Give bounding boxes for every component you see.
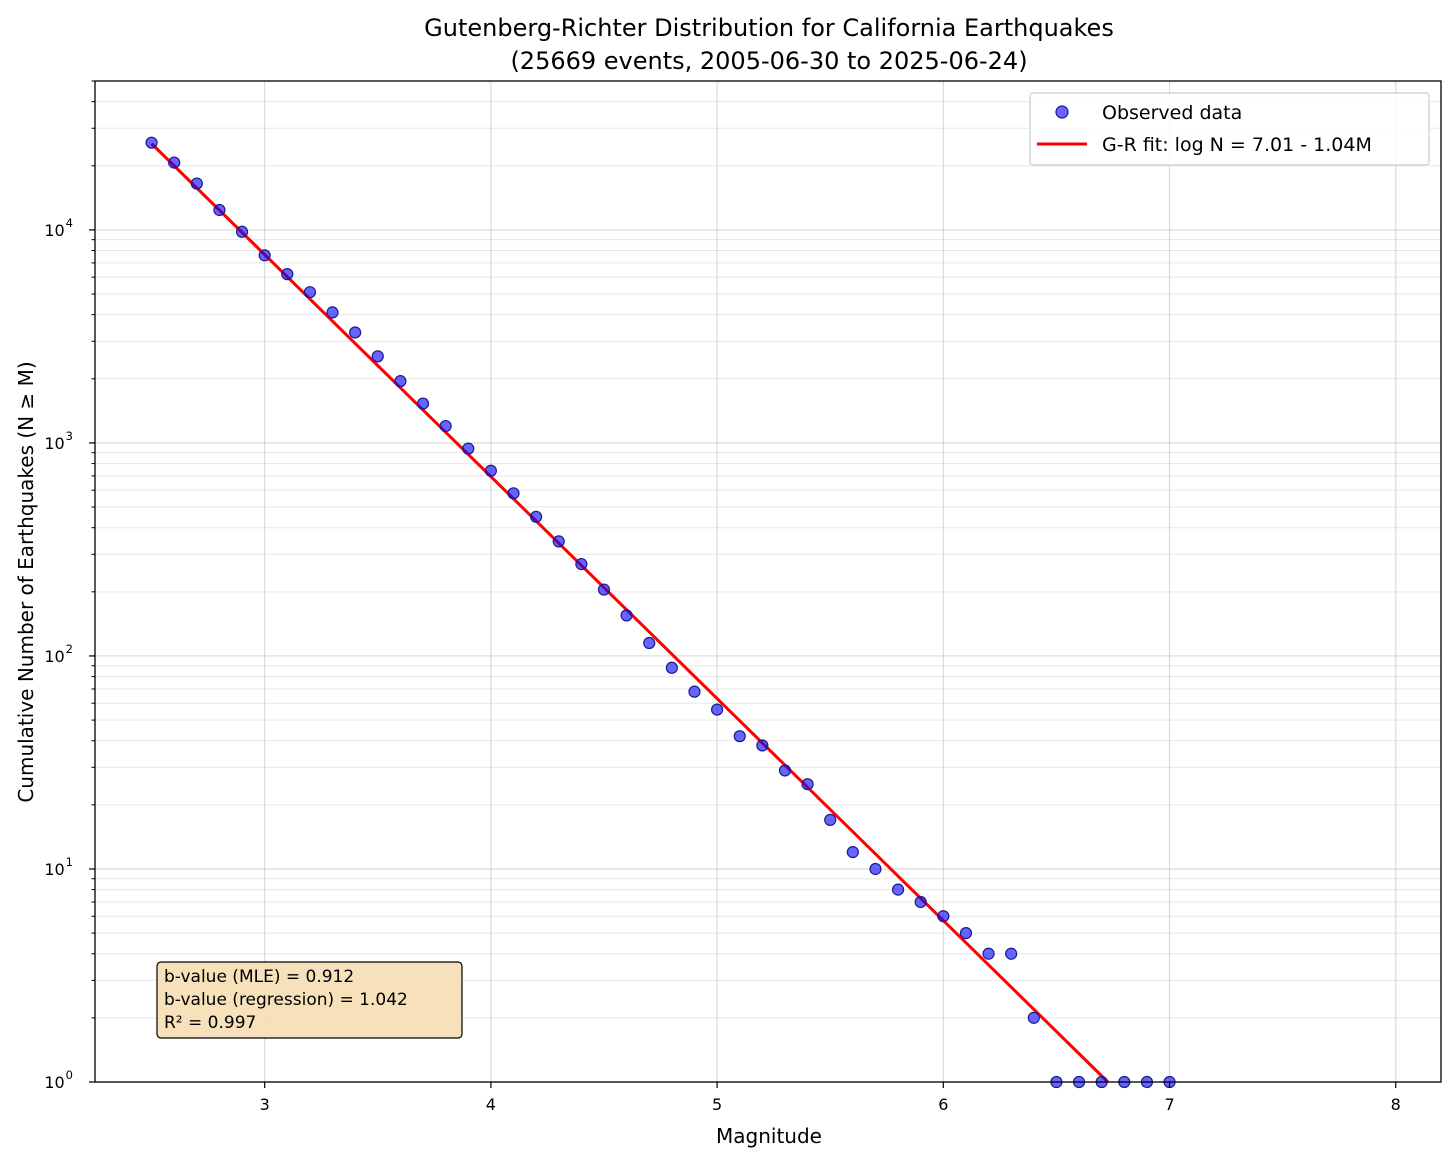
y-tick-exponent: 0 bbox=[66, 1068, 73, 1082]
legend-label-observed: Observed data bbox=[1102, 102, 1242, 124]
legend-box bbox=[1029, 92, 1430, 166]
data-point bbox=[462, 442, 475, 455]
grid bbox=[95, 80, 1441, 1083]
data-point bbox=[937, 910, 950, 923]
data-point bbox=[665, 661, 678, 674]
data-point bbox=[371, 350, 384, 363]
data-point bbox=[869, 862, 882, 876]
data-point bbox=[688, 685, 701, 698]
data-point bbox=[394, 375, 407, 388]
x-tick-label: 4 bbox=[486, 1095, 496, 1114]
y-tick-label: 103 bbox=[44, 429, 73, 453]
chart-title: Gutenberg-Richter Distribution for Calif… bbox=[424, 14, 1114, 42]
x-tick-label: 8 bbox=[1391, 1095, 1401, 1114]
stats-line-regression: b-value (regression) = 1.042 bbox=[164, 990, 408, 1010]
x-axis-label: Magnitude bbox=[716, 1124, 822, 1148]
legend-label-fit: G-R fit: log N = 7.01 - 1.04M bbox=[1102, 134, 1372, 156]
stats-line-mle: b-value (MLE) = 0.912 bbox=[164, 967, 354, 987]
y-tick-label: 102 bbox=[44, 642, 73, 666]
chart-subtitle: (25669 events, 2005-06-30 to 2025-06-24) bbox=[510, 47, 1027, 75]
data-point bbox=[620, 609, 633, 622]
data-point bbox=[484, 464, 497, 477]
y-tick-exponent: 4 bbox=[66, 216, 73, 230]
data-point bbox=[597, 583, 611, 596]
data-point bbox=[914, 895, 927, 909]
x-tick-label: 7 bbox=[1164, 1095, 1174, 1114]
x-tick-label: 6 bbox=[938, 1095, 948, 1114]
data-point bbox=[1027, 1011, 1040, 1024]
data-point bbox=[552, 535, 565, 548]
data-point bbox=[145, 136, 158, 149]
x-axis-ticks: 3 4 5 6 7 8 bbox=[260, 1082, 1401, 1114]
data-point bbox=[168, 156, 181, 169]
data-point bbox=[213, 203, 226, 217]
x-tick-label: 5 bbox=[712, 1095, 722, 1114]
data-point bbox=[235, 225, 249, 238]
y-tick-label: 104 bbox=[44, 216, 73, 240]
y-tick-exponent: 2 bbox=[66, 642, 73, 656]
data-point bbox=[281, 268, 294, 281]
y-tick-exponent: 1 bbox=[66, 855, 73, 869]
data-point bbox=[846, 846, 859, 859]
data-point bbox=[326, 306, 339, 319]
data-point bbox=[530, 510, 543, 523]
data-point bbox=[982, 947, 995, 960]
data-point bbox=[733, 730, 746, 743]
data-point bbox=[643, 636, 656, 650]
data-point bbox=[778, 764, 792, 777]
legend: Observed data G-R fit: log N = 7.01 - 1.… bbox=[1029, 92, 1430, 166]
data-point bbox=[258, 249, 271, 262]
data-point bbox=[824, 813, 837, 826]
data-point bbox=[190, 177, 203, 190]
x-tick-label: 3 bbox=[260, 1095, 270, 1114]
stats-line-r2: R² = 0.997 bbox=[164, 1013, 256, 1033]
stats-annotation: b-value (MLE) = 0.912 b-value (regressio… bbox=[156, 961, 463, 1039]
data-point bbox=[891, 883, 905, 896]
y-axis-label: Cumulative Number of Earthquakes (N ≥ M) bbox=[14, 361, 38, 802]
scatter-points-layer bbox=[145, 136, 1176, 1089]
stats-box bbox=[156, 961, 463, 1039]
legend-marker-observed bbox=[1055, 105, 1069, 119]
y-tick-exponent: 3 bbox=[66, 429, 73, 443]
data-point bbox=[575, 557, 588, 571]
data-point bbox=[416, 397, 430, 410]
data-point bbox=[507, 487, 520, 500]
data-point bbox=[1005, 947, 1018, 960]
data-point bbox=[959, 927, 973, 940]
data-point bbox=[439, 419, 452, 433]
y-tick-label: 101 bbox=[44, 855, 73, 879]
data-point bbox=[303, 286, 317, 299]
data-point bbox=[756, 739, 769, 752]
data-point bbox=[349, 326, 362, 339]
data-point bbox=[801, 778, 814, 791]
plot-frame bbox=[94, 80, 1442, 1083]
y-tick-label: 100 bbox=[44, 1068, 73, 1092]
data-point bbox=[711, 703, 724, 716]
